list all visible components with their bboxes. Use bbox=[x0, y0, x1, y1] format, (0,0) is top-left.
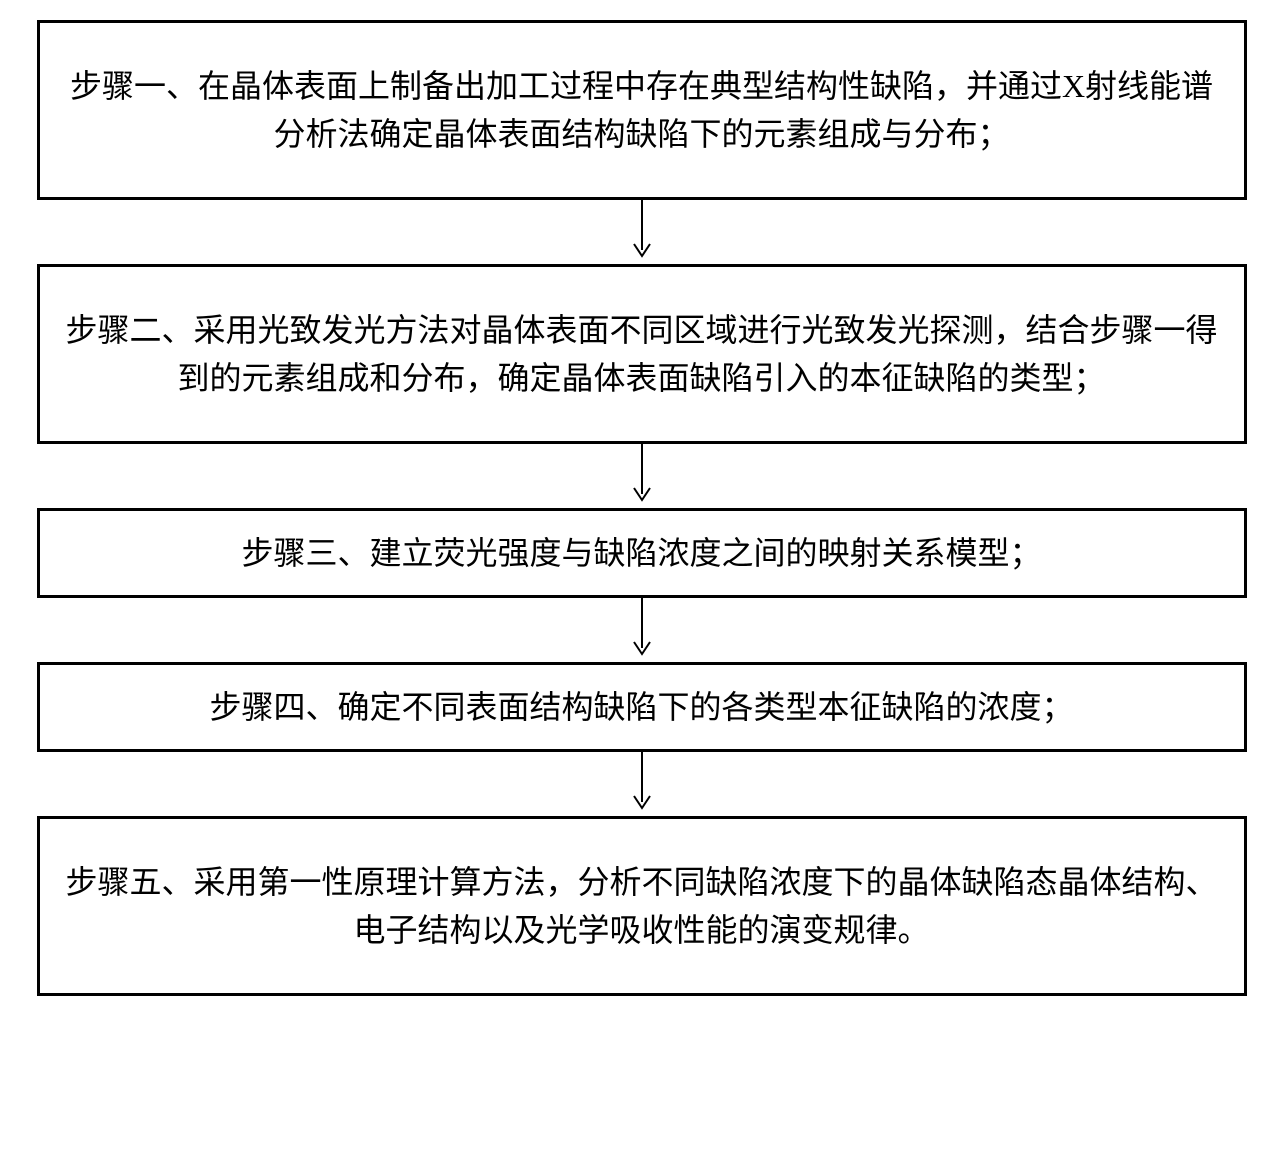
step-4-text: 步骤四、确定不同表面结构缺陷下的各类型本征缺陷的浓度； bbox=[209, 683, 1073, 731]
arrow-down-icon bbox=[630, 752, 654, 816]
step-2-box: 步骤二、采用光致发光方法对晶体表面不同区域进行光致发光探测，结合步骤一得到的元素… bbox=[37, 264, 1247, 444]
step-2-text: 步骤二、采用光致发光方法对晶体表面不同区域进行光致发光探测，结合步骤一得到的元素… bbox=[60, 306, 1224, 402]
arrow-down-icon bbox=[630, 444, 654, 508]
arrow-down-icon bbox=[630, 200, 654, 264]
step-3-text: 步骤三、建立荧光强度与缺陷浓度之间的映射关系模型； bbox=[241, 529, 1041, 577]
step-3-box: 步骤三、建立荧光强度与缺陷浓度之间的映射关系模型； bbox=[37, 508, 1247, 598]
arrow-4-5 bbox=[630, 752, 654, 816]
step-1-text: 步骤一、在晶体表面上制备出加工过程中存在典型结构性缺陷，并通过X射线能谱分析法确… bbox=[60, 62, 1224, 158]
flowchart-container: 步骤一、在晶体表面上制备出加工过程中存在典型结构性缺陷，并通过X射线能谱分析法确… bbox=[0, 20, 1283, 996]
step-5-box: 步骤五、采用第一性原理计算方法，分析不同缺陷浓度下的晶体缺陷态晶体结构、电子结构… bbox=[37, 816, 1247, 996]
step-5-text: 步骤五、采用第一性原理计算方法，分析不同缺陷浓度下的晶体缺陷态晶体结构、电子结构… bbox=[60, 858, 1224, 954]
arrow-3-4 bbox=[630, 598, 654, 662]
arrow-down-icon bbox=[630, 598, 654, 662]
step-1-box: 步骤一、在晶体表面上制备出加工过程中存在典型结构性缺陷，并通过X射线能谱分析法确… bbox=[37, 20, 1247, 200]
arrow-2-3 bbox=[630, 444, 654, 508]
arrow-1-2 bbox=[630, 200, 654, 264]
step-4-box: 步骤四、确定不同表面结构缺陷下的各类型本征缺陷的浓度； bbox=[37, 662, 1247, 752]
